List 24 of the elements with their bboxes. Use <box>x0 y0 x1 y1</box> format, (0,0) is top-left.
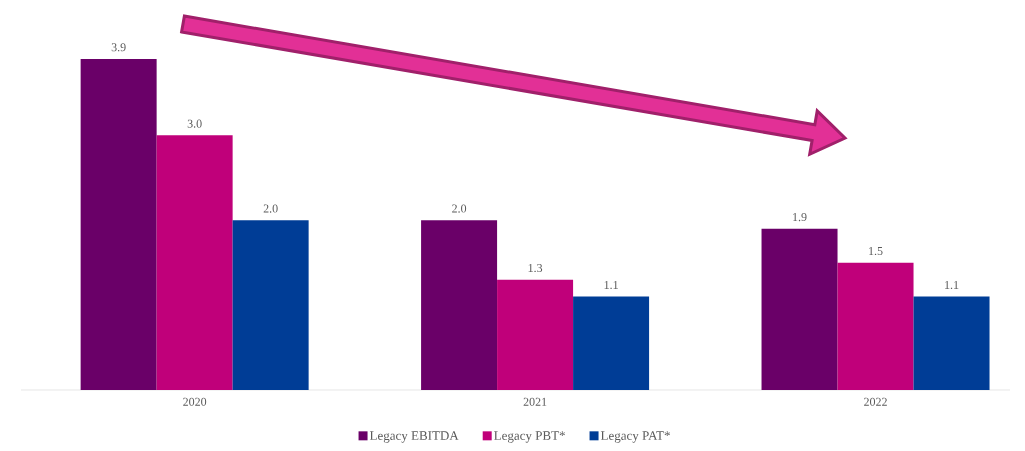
data-label: 1.1 <box>604 280 618 290</box>
bar <box>761 228 838 390</box>
x-tick-label: 2021 <box>523 397 547 406</box>
x-tick-label: 2020 <box>183 397 207 406</box>
bar <box>837 262 914 390</box>
bar <box>232 220 309 390</box>
bar <box>421 220 498 390</box>
data-label: 1.9 <box>793 213 807 222</box>
legend-label: Legacy PBT* <box>494 431 565 443</box>
bar <box>80 58 157 390</box>
legend-label: Legacy EBITDA <box>369 431 459 443</box>
data-label: 2.0 <box>263 204 278 213</box>
bar <box>913 296 990 390</box>
data-label: 3.0 <box>187 119 202 128</box>
data-label: 1.1 <box>945 280 959 290</box>
data-label: 1.5 <box>869 247 883 256</box>
legend-label: Legacy PAT* <box>600 431 670 443</box>
bar <box>156 135 233 390</box>
data-label: 2.0 <box>452 204 467 213</box>
bar <box>497 279 574 390</box>
data-label: 3.9 <box>111 43 126 52</box>
bar <box>573 296 650 390</box>
data-label: 1.3 <box>528 263 543 273</box>
x-tick-label: 2022 <box>864 397 887 406</box>
